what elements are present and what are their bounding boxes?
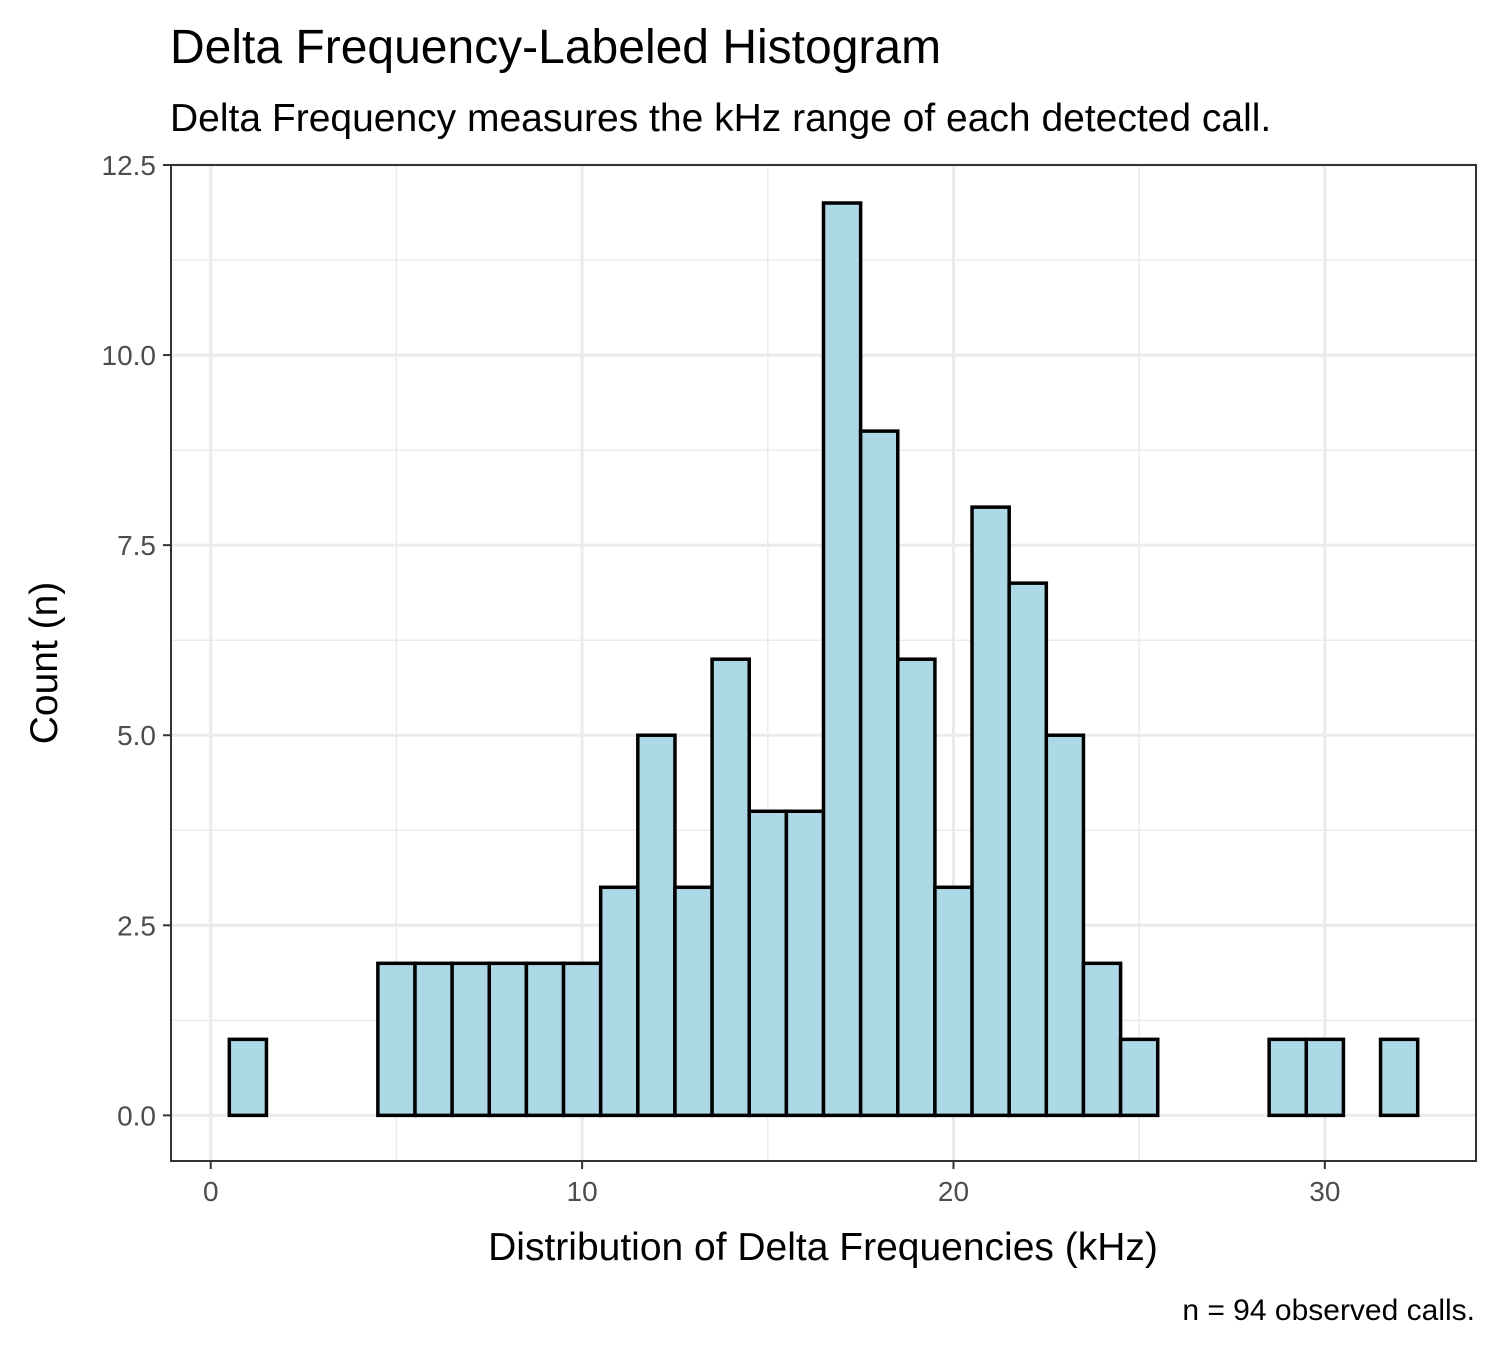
y-tick-label: 12.5 [102,150,157,181]
y-tick-label: 5.0 [117,720,156,751]
histogram-bar [710,657,751,1118]
histogram-bar [1007,581,1049,1118]
histogram-bar [1044,733,1086,1118]
histogram-bar [413,961,454,1118]
histogram-bar [933,885,974,1118]
axis-ticks: 0 10 20 30 0.0 2.5 5.0 7.5 10.0 12.5 [102,150,1341,1207]
histogram-bar [821,201,863,1118]
histogram-bar [784,809,826,1118]
histogram-bar [1267,1037,1309,1118]
histogram-bar [487,961,529,1118]
histogram-bar [970,505,1011,1118]
y-tick-label: 10.0 [102,340,157,371]
y-axis-title: Count (n) [23,582,66,745]
histogram-bar [747,809,789,1118]
x-tick-label: 20 [938,1176,969,1207]
histogram-bar [1118,1037,1160,1118]
x-tick-label: 30 [1309,1176,1340,1207]
histogram-bar [1304,1037,1346,1118]
y-tick-label: 7.5 [117,530,156,561]
panel-border [170,164,1477,1162]
histogram-bar [896,657,937,1118]
histogram-bar [450,961,492,1118]
x-tick-label: 10 [567,1176,598,1207]
histogram-bar [227,1037,269,1118]
histogram-bar [1378,1037,1420,1118]
histogram-bar [858,429,900,1118]
chart-subtitle: Delta Frequency measures the kHz range o… [170,97,1271,140]
y-tick-label: 2.5 [117,910,156,941]
histogram-bar [636,733,677,1118]
histogram-bar [561,961,603,1118]
histogram-bar [673,885,714,1118]
histogram-bar [598,885,640,1118]
x-axis-title: Distribution of Delta Frequencies (kHz) [488,1226,1158,1269]
histogram-bars [227,201,1420,1118]
histogram-bar [376,961,417,1118]
chart-title: Delta Frequency-Labeled Histogram [170,21,941,74]
histogram-bar [1081,961,1123,1118]
histogram-bar [524,961,566,1118]
chart-caption: n = 94 observed calls. [1182,1294,1475,1327]
x-tick-label: 0 [203,1176,219,1207]
y-tick-label: 0.0 [117,1100,156,1131]
